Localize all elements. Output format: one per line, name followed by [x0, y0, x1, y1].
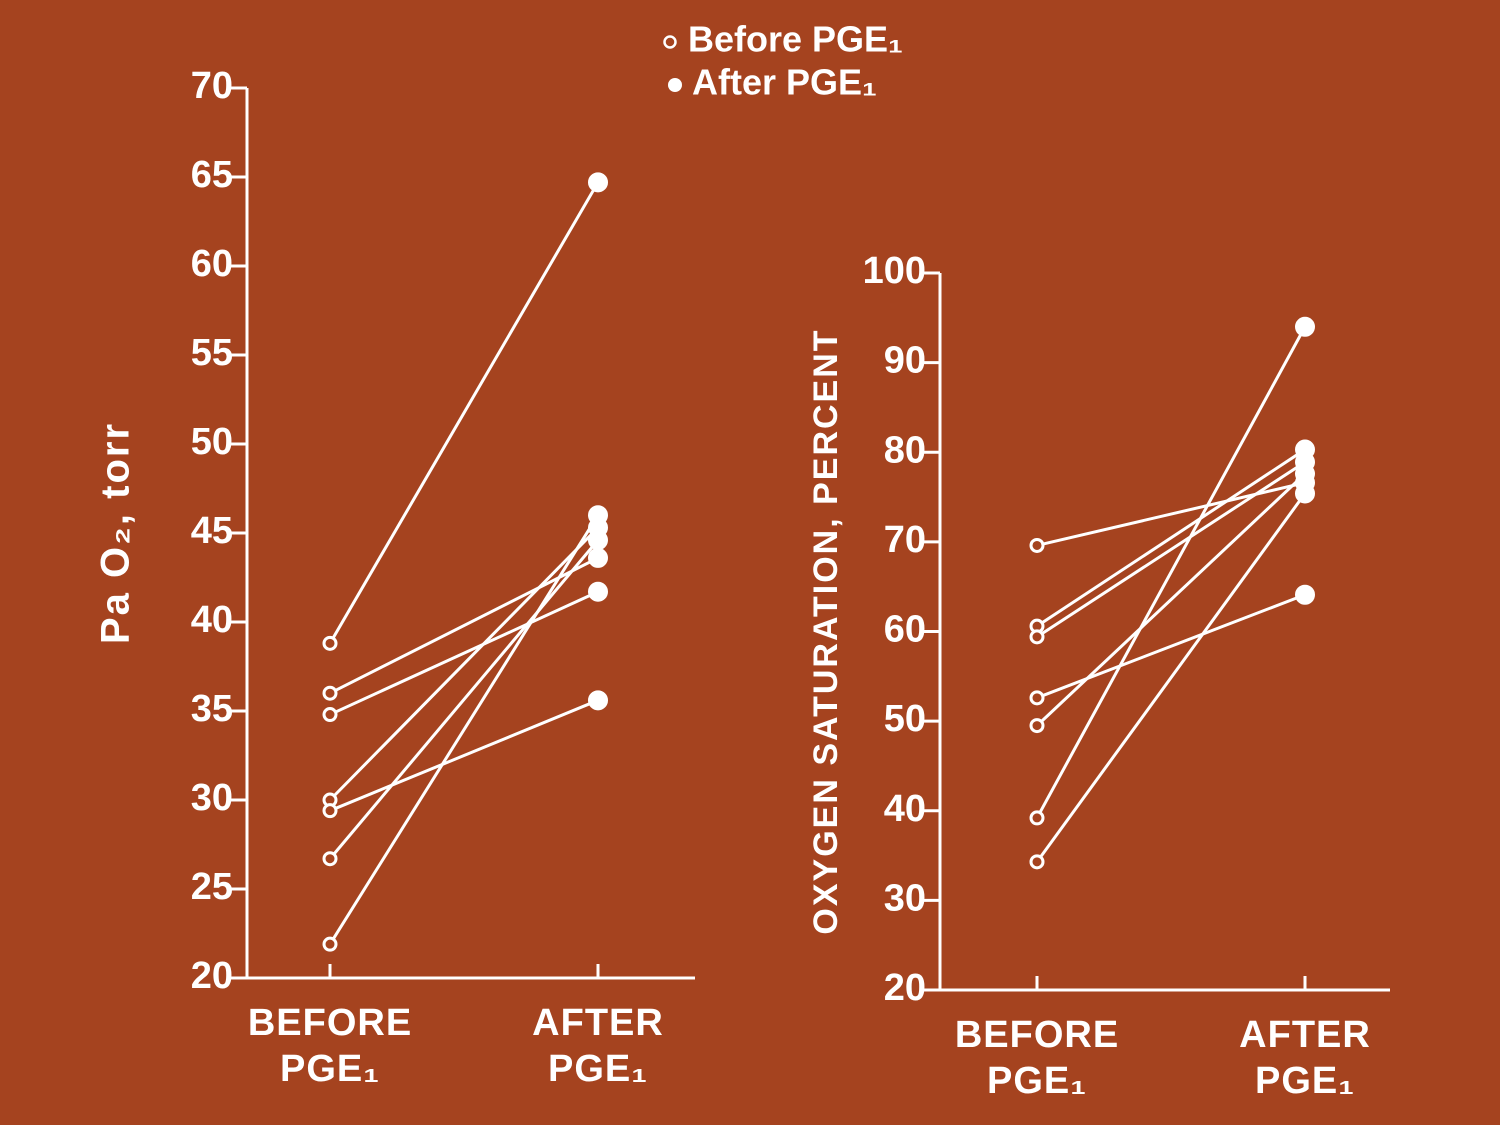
y-tick-label: 45: [191, 510, 233, 552]
y-tick-label: 40: [191, 599, 233, 641]
y-tick-label: 20: [191, 955, 233, 997]
legend-marker-open: [663, 35, 677, 49]
y-tick-label: 55: [191, 332, 233, 374]
y-tick-label: 50: [884, 698, 926, 740]
legend-label: Before PGE₁: [688, 19, 903, 60]
marker-filled: [588, 547, 608, 568]
marker-filled: [1295, 316, 1315, 337]
marker-open: [322, 936, 338, 952]
marker-open: [1029, 810, 1045, 826]
y-axis-label: Pa O₂, torr: [94, 422, 138, 644]
x-tick-label: BEFORE PGE₁: [247, 1002, 413, 1090]
marker-open: [1029, 629, 1045, 645]
series-line: [328, 526, 600, 802]
y-tick-label: 90: [884, 340, 926, 382]
y-tick-label: 100: [863, 250, 926, 292]
legend-marker-filled: [668, 78, 682, 92]
marker-filled: [1295, 584, 1315, 605]
y-tick-label: 60: [884, 609, 926, 651]
y-tick-label: 70: [191, 65, 233, 107]
marker-open: [322, 685, 338, 701]
y-tick-label: 20: [884, 967, 926, 1009]
series-line: [329, 698, 599, 813]
series-line: [1035, 472, 1307, 727]
marker-open: [1029, 690, 1045, 706]
series-line: [1036, 593, 1306, 700]
marker-filled: [1295, 483, 1315, 504]
marker-open: [322, 635, 338, 651]
legend-label: After PGE₁: [692, 62, 877, 103]
y-tick-label: 40: [884, 788, 926, 830]
series-line: [328, 514, 600, 945]
x-tick-label: AFTER PGE₁: [1239, 1014, 1371, 1102]
y-tick-label: 35: [191, 688, 233, 730]
series-line: [329, 590, 599, 716]
marker-open: [1029, 718, 1045, 734]
y-tick-label: 65: [191, 154, 233, 196]
marker-filled: [1295, 463, 1315, 484]
series-line: [329, 556, 599, 695]
y-tick-label: 60: [191, 243, 233, 285]
series-line: [1036, 460, 1306, 639]
series-line: [1036, 481, 1306, 547]
series-line: [1036, 448, 1306, 628]
series-line: [328, 539, 600, 860]
y-tick-label: 50: [191, 421, 233, 463]
x-tick-label: BEFORE PGE₁: [954, 1014, 1120, 1102]
marker-open: [322, 851, 338, 867]
marker-filled: [588, 690, 608, 711]
y-axis-label: OXYGEN SATURATION, PERCENT: [807, 328, 845, 934]
marker-filled: [588, 581, 608, 602]
marker-open: [322, 707, 338, 723]
y-tick-label: 80: [884, 429, 926, 471]
series-line: [328, 181, 600, 645]
series-line: [1035, 492, 1307, 863]
marker-open: [322, 803, 338, 819]
marker-open: [1029, 854, 1045, 870]
y-tick-label: 30: [884, 877, 926, 919]
y-tick-label: 70: [884, 519, 926, 561]
marker-filled: [588, 172, 608, 193]
marker-filled: [588, 505, 608, 526]
y-tick-label: 30: [191, 777, 233, 819]
x-tick-label: AFTER PGE₁: [532, 1002, 664, 1090]
marker-filled: [588, 530, 608, 551]
series-line: [1035, 326, 1307, 819]
marker-open: [1029, 537, 1045, 553]
y-tick-label: 25: [191, 866, 233, 908]
